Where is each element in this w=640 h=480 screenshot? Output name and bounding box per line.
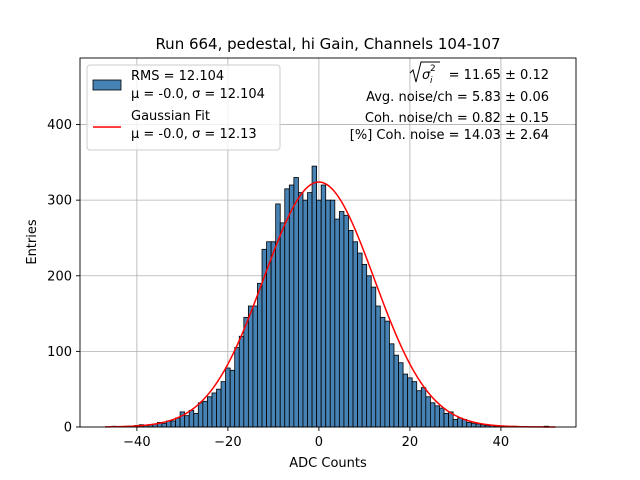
histogram-bar	[238, 335, 245, 428]
sigma-sqrt-symbol: σ 2 i	[409, 61, 440, 86]
histogram-bar	[357, 252, 363, 428]
histogram-bar	[470, 422, 477, 428]
histogram-bar	[389, 343, 395, 428]
histogram-bar	[311, 165, 318, 428]
histogram-bar	[234, 347, 240, 428]
histogram-bar	[193, 412, 199, 428]
histogram-bar	[197, 402, 204, 428]
histogram-bar	[370, 286, 377, 428]
legend-fit-label: Gaussian Fit	[131, 109, 210, 124]
histogram-bar	[402, 373, 409, 428]
histogram-bar	[184, 415, 190, 428]
y-axis-label: Entries	[25, 219, 40, 265]
histogram-bar	[398, 362, 404, 428]
histogram-bar	[216, 388, 222, 428]
histogram-bar	[298, 192, 304, 428]
x-tick-label: 20	[402, 435, 419, 450]
legend-swatch-histogram	[92, 79, 122, 91]
histogram-bar	[243, 316, 249, 428]
svg-text:i: i	[430, 76, 433, 86]
annotation-coh-noise: Coh. noise/ch = 0.82 ± 0.15	[365, 111, 549, 126]
histogram-bar	[247, 305, 254, 428]
histogram-bar	[175, 417, 181, 428]
histogram-bar	[161, 422, 167, 428]
histogram-bar	[429, 402, 436, 428]
histogram-bar	[302, 199, 308, 428]
histogram-bar	[329, 199, 336, 428]
histogram-bar	[202, 400, 208, 428]
histogram-bar	[338, 211, 345, 428]
legend-box	[86, 64, 281, 151]
histogram-bar	[379, 316, 386, 428]
annotation-avg-noise: Avg. noise/ch = 5.83 ± 0.06	[366, 90, 549, 105]
histogram-bar	[434, 405, 440, 428]
histogram-bar	[375, 305, 381, 428]
histogram-bar	[220, 381, 227, 428]
histogram-bar	[443, 412, 449, 428]
histogram-bar	[393, 354, 399, 428]
histogram-bar	[452, 419, 459, 428]
y-tick-label: 300	[47, 194, 72, 209]
histogram-bar	[384, 320, 390, 428]
plot-frame	[79, 57, 577, 428]
histogram-bar	[288, 184, 295, 428]
annotation-sigma-sq: = 11.65 ± 0.12	[449, 68, 549, 83]
legend-fit-detail: μ = -0.0, σ = 12.13	[131, 127, 257, 142]
histogram-bar	[307, 192, 313, 428]
y-tick-label: 0	[64, 421, 72, 436]
x-tick-label: 0	[315, 435, 323, 450]
y-axis-ticks: 0 100 200 300 400	[47, 118, 80, 436]
legend: RMS = 12.104 μ = -0.0, σ = 12.104 Gaussi…	[86, 64, 281, 151]
histogram-bar	[352, 241, 358, 428]
legend-histogram-detail: μ = -0.0, σ = 12.104	[131, 87, 265, 102]
histogram-bar	[343, 214, 349, 428]
histogram-bar	[257, 282, 263, 428]
histogram-bar	[457, 417, 463, 428]
histogram-bar	[366, 275, 372, 428]
y-tick-label: 100	[47, 345, 72, 360]
histogram-bar	[407, 377, 413, 428]
histogram-bar	[475, 423, 481, 428]
histogram-bar	[420, 387, 427, 428]
histogram-bar	[293, 177, 299, 428]
legend-histogram-label: RMS = 12.104	[131, 69, 224, 84]
y-tick-label: 200	[47, 269, 72, 284]
x-axis-ticks: −40 −20 0 20 40	[123, 427, 509, 450]
x-axis-label: ADC Counts	[289, 456, 367, 471]
histogram-bar	[225, 367, 231, 428]
histogram-bar	[211, 392, 217, 428]
histogram-bar	[466, 422, 472, 428]
histogram-bar	[348, 230, 354, 428]
histogram-bar	[188, 409, 195, 428]
histogram-bar	[252, 305, 258, 428]
histogram-bar	[334, 218, 340, 428]
svg-text:2: 2	[430, 64, 436, 74]
histogram-bar	[416, 390, 422, 428]
annotation-coh-noise-percent: [%] Coh. noise = 14.03 ± 2.64	[350, 128, 549, 143]
histogram-bar	[270, 241, 277, 428]
x-tick-label: 40	[493, 435, 510, 450]
histogram-bar	[439, 407, 445, 428]
histogram-bar	[320, 184, 327, 428]
histogram-bar	[316, 199, 322, 428]
chart-title: Run 664, pedestal, hi Gain, Channels 104…	[155, 35, 500, 53]
y-tick-label: 400	[47, 118, 72, 133]
gaussian-fit-line	[105, 181, 556, 428]
histogram-bar	[411, 381, 418, 428]
histogram-bar	[170, 420, 176, 428]
histogram-bar	[207, 396, 213, 428]
histogram-bar	[425, 396, 431, 428]
histogram-bar	[279, 222, 286, 428]
noise-annotations: σ 2 i = 11.65 ± 0.12 Avg. noise/ch = 5.8…	[350, 61, 549, 143]
histogram-bar	[325, 199, 331, 428]
svg-text:σ: σ	[422, 68, 431, 83]
histogram-bar	[229, 369, 236, 428]
x-tick-label: −40	[123, 435, 150, 450]
x-tick-label: −20	[214, 435, 241, 450]
histogram-bar	[361, 264, 368, 428]
